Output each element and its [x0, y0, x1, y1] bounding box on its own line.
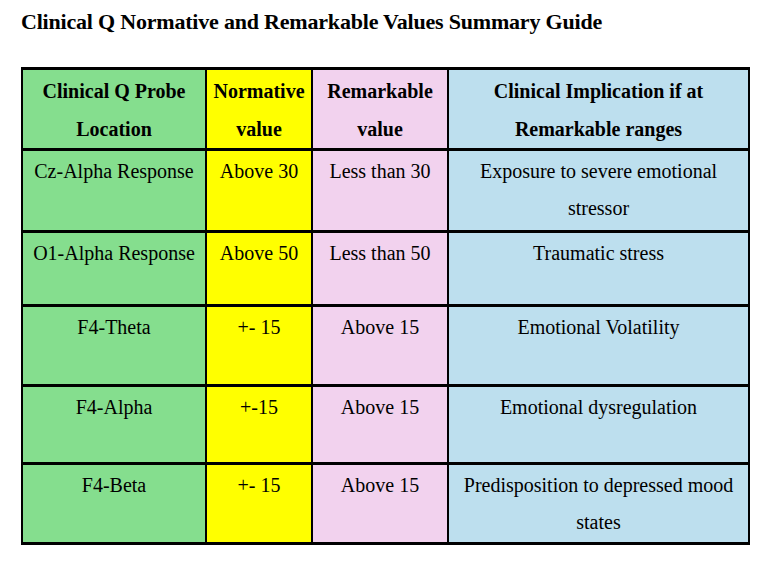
- table-cell-implication: Predisposition to depressed mood states: [448, 464, 749, 544]
- table-cell-normative: Above 30: [206, 150, 312, 232]
- table-cell-location: F4-Beta: [22, 464, 206, 544]
- table-header-row: Clinical Q Probe Location Normative valu…: [22, 69, 749, 150]
- table-cell-remarkable: Less than 50: [312, 232, 448, 306]
- table-cell-implication: Exposure to severe emotional stressor: [448, 150, 749, 232]
- table-cell-location: Cz-Alpha Response: [22, 150, 206, 232]
- table-cell-remarkable: Above 15: [312, 464, 448, 544]
- table-cell-implication: Traumatic stress: [448, 232, 749, 306]
- table-row: F4-Theta +- 15 Above 15 Emotional Volati…: [22, 306, 749, 386]
- table-row: F4-Beta +- 15 Above 15 Predisposition to…: [22, 464, 749, 544]
- table-row: F4-Alpha +-15 Above 15 Emotional dysregu…: [22, 386, 749, 464]
- table-cell-normative: +- 15: [206, 306, 312, 386]
- column-header-normative-value: Normative value: [206, 69, 312, 150]
- table-cell-implication: Emotional Volatility: [448, 306, 749, 386]
- page-title: Clinical Q Normative and Remarkable Valu…: [21, 9, 602, 35]
- table-cell-implication: Emotional dysregulation: [448, 386, 749, 464]
- table-cell-normative: +-15: [206, 386, 312, 464]
- table-row: O1-Alpha Response Above 50 Less than 50 …: [22, 232, 749, 306]
- table-cell-location: F4-Alpha: [22, 386, 206, 464]
- column-header-clinical-implication: Clinical Implication if at Remarkable ra…: [448, 69, 749, 150]
- table-cell-location: F4-Theta: [22, 306, 206, 386]
- table-cell-normative: +- 15: [206, 464, 312, 544]
- table-row: Cz-Alpha Response Above 30 Less than 30 …: [22, 150, 749, 232]
- table-cell-normative: Above 50: [206, 232, 312, 306]
- table-cell-location: O1-Alpha Response: [22, 232, 206, 306]
- table-cell-remarkable: Less than 30: [312, 150, 448, 232]
- table-cell-remarkable: Above 15: [312, 306, 448, 386]
- table-cell-remarkable: Above 15: [312, 386, 448, 464]
- column-header-remarkable-value: Remarkable value: [312, 69, 448, 150]
- summary-table: Clinical Q Probe Location Normative valu…: [21, 67, 750, 545]
- column-header-probe-location: Clinical Q Probe Location: [22, 69, 206, 150]
